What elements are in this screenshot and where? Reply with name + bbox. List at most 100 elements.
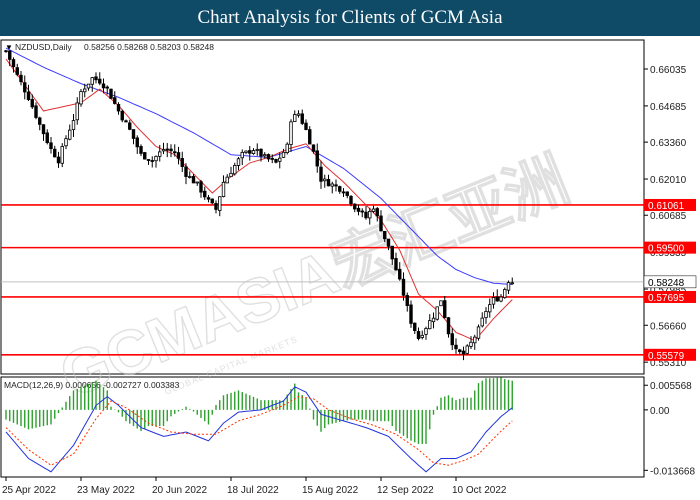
candle	[218, 196, 222, 217]
candle	[109, 88, 113, 99]
candle-body	[79, 91, 83, 105]
candle	[461, 346, 466, 361]
candle-body	[53, 148, 57, 158]
collapse-triangle-icon[interactable]: ▼	[5, 43, 13, 52]
candle	[274, 158, 278, 164]
candle-body	[495, 296, 499, 302]
candle	[334, 179, 338, 192]
candle-body	[233, 165, 237, 175]
candle	[49, 137, 53, 154]
date-tick-label: 23 May 2022	[77, 485, 135, 496]
candle	[225, 174, 229, 184]
candle-body	[98, 78, 102, 84]
candle-body	[128, 122, 132, 130]
candle-body	[68, 129, 72, 140]
date-tick-label: 10 Oct 2022	[452, 485, 507, 496]
candle	[45, 129, 49, 145]
candle	[143, 151, 147, 160]
candle	[495, 289, 499, 302]
candle-body	[285, 143, 289, 154]
candle-body	[473, 336, 477, 344]
candle	[458, 348, 462, 355]
candle-body	[353, 203, 357, 210]
candle-body	[484, 311, 488, 319]
candle	[409, 300, 413, 328]
candle	[401, 272, 406, 301]
candle	[128, 119, 132, 131]
price-tick-label: 0.63360	[650, 138, 687, 149]
candle-body	[240, 151, 244, 159]
candle-body	[225, 176, 229, 184]
candle-body	[188, 176, 192, 178]
candle	[488, 298, 492, 318]
level-label: 0.59500	[648, 244, 685, 255]
candle-body	[416, 331, 421, 339]
candle-body	[360, 210, 364, 213]
macd-axis-ticks: 0.005568 0.00 -0.013668	[644, 381, 695, 477]
candle-body	[154, 155, 158, 162]
candle	[499, 294, 503, 303]
candle	[484, 307, 488, 324]
candle-body	[113, 97, 117, 104]
candle-body	[308, 129, 312, 145]
candle-body	[26, 91, 31, 100]
candle-body	[109, 88, 113, 99]
candle-body	[146, 159, 151, 161]
current-price-box	[643, 275, 697, 289]
candle	[345, 191, 349, 199]
candle-body	[371, 208, 376, 212]
candle-body	[458, 349, 462, 353]
candle	[454, 338, 458, 354]
candle	[30, 94, 34, 110]
candle	[439, 300, 443, 307]
candle	[146, 159, 151, 165]
candle-body	[30, 99, 34, 108]
candle	[469, 336, 473, 350]
candle-body	[443, 300, 447, 319]
candle	[158, 144, 162, 162]
candle-body	[491, 297, 496, 305]
candle-body	[176, 152, 181, 159]
candle	[465, 344, 469, 355]
candle-body	[34, 105, 38, 118]
price-tick-label: 0.56660	[650, 321, 687, 332]
candle-body	[420, 334, 424, 338]
candle-body	[135, 137, 139, 148]
candle	[236, 157, 241, 171]
candle	[506, 280, 511, 294]
candle-body	[431, 317, 436, 323]
support-resistance-levels	[1, 204, 644, 356]
date-tick-label: 25 Apr 2022	[2, 485, 56, 496]
candle-body	[450, 333, 454, 346]
candle	[165, 143, 169, 158]
candle-body	[446, 317, 451, 335]
candle-body	[311, 144, 316, 152]
candle	[390, 245, 394, 265]
candle-body	[379, 215, 383, 232]
candle	[101, 78, 106, 94]
candle-body	[334, 184, 338, 187]
candle	[188, 171, 192, 179]
candle	[394, 252, 398, 271]
level-label-box	[644, 348, 696, 361]
candle	[23, 75, 27, 100]
candle	[161, 142, 166, 155]
level-label-box	[644, 198, 696, 211]
candle	[203, 186, 207, 200]
candle	[443, 295, 447, 319]
candle-body	[338, 186, 342, 192]
candle	[98, 72, 102, 86]
macd-tick-label: 0.005568	[650, 381, 692, 392]
candle-body	[266, 154, 271, 160]
candle	[379, 210, 383, 232]
candle	[289, 119, 293, 152]
candle-body	[296, 113, 301, 116]
candle-body	[255, 149, 259, 151]
ohlc-label: 0.58256 0.58268 0.58203 0.58248	[84, 42, 214, 52]
macd-line	[5, 386, 513, 473]
candlesticks	[4, 49, 514, 361]
candle-body	[428, 320, 432, 330]
candle-body	[330, 183, 334, 187]
candle-body	[173, 151, 177, 154]
candle-body	[323, 178, 327, 182]
